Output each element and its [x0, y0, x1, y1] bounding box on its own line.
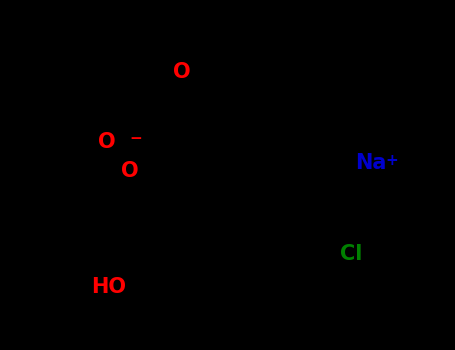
Text: −: − [130, 131, 142, 146]
Text: +: + [385, 153, 398, 168]
Text: HO: HO [91, 277, 126, 297]
Text: Cl: Cl [340, 244, 363, 264]
Text: O: O [121, 161, 139, 181]
Text: Na: Na [355, 153, 386, 173]
Text: O: O [173, 62, 191, 82]
Text: O: O [98, 132, 116, 152]
